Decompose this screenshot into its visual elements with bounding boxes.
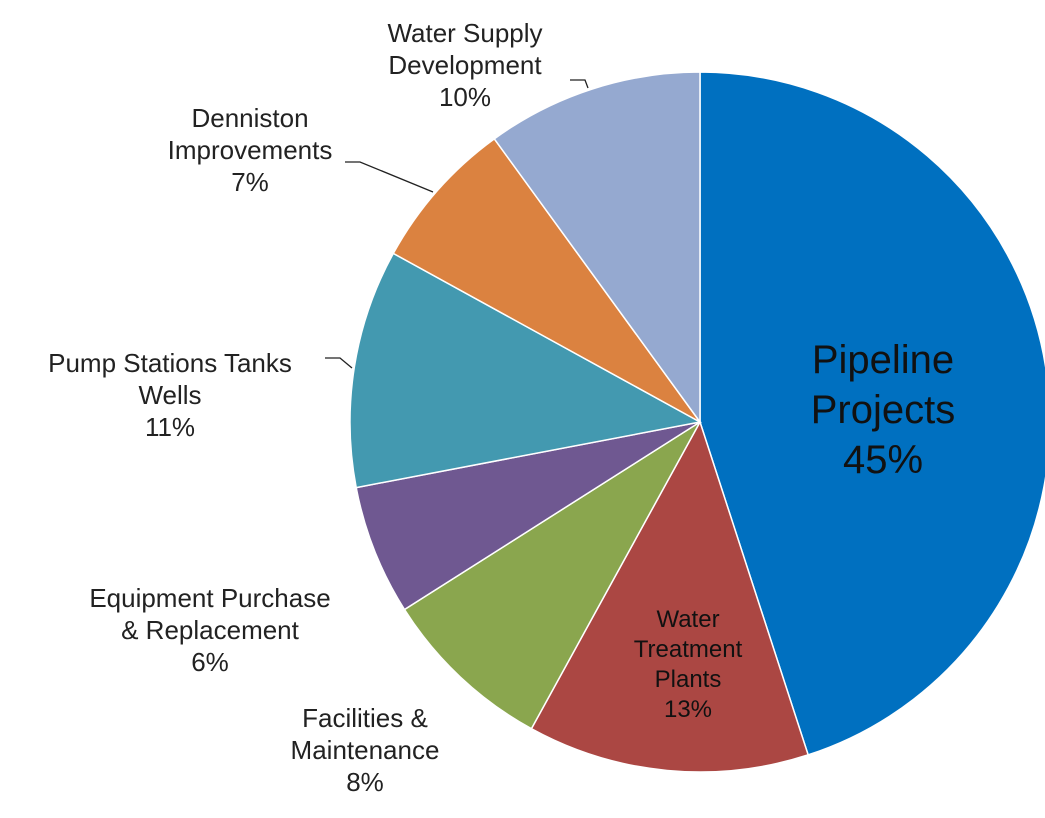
- category-label: Denniston Improvements: [167, 103, 333, 165]
- leader-line: [570, 79, 589, 89]
- value-label: 8%: [346, 767, 384, 797]
- pie-slice: [349, 252, 703, 489]
- value-label: 45%: [842, 438, 924, 482]
- category-label: Pump Stations Tanks Wells: [48, 348, 292, 410]
- slice-label: Water Treatment Plants 13%: [618, 605, 758, 725]
- slices: [349, 71, 1045, 773]
- leader-line: [345, 161, 434, 193]
- category-label: Pipeline Projects: [810, 338, 956, 432]
- leader-line: [325, 357, 353, 369]
- pie-slice: [392, 137, 701, 423]
- pie-slice: [699, 71, 1045, 756]
- value-label: 11%: [144, 412, 196, 442]
- slice-label: Pump Stations Tanks Wells 11%: [25, 347, 315, 443]
- pie-slice: [530, 420, 810, 773]
- value-label: 10%: [438, 82, 492, 112]
- slice-label: Water Supply Development 10%: [378, 17, 553, 113]
- category-label: Water Treatment Plants: [633, 606, 743, 693]
- value-label: 7%: [231, 167, 269, 197]
- slice-label: Facilities & Maintenance 8%: [255, 702, 475, 798]
- pie-slice: [493, 71, 701, 425]
- value-label: 13%: [663, 696, 713, 723]
- slice-label: Pipeline Projects 45%: [778, 335, 988, 485]
- slice-label: Equipment Purchase & Replacement 6%: [80, 582, 340, 678]
- pie-slice: [403, 421, 701, 730]
- category-label: Water Supply Development: [387, 18, 543, 80]
- slice-label: Denniston Improvements 7%: [158, 102, 343, 198]
- category-label: Facilities & Maintenance: [290, 703, 440, 765]
- category-label: Equipment Purchase & Replacement: [89, 583, 331, 645]
- pie-slice: [355, 421, 701, 611]
- value-label: 6%: [191, 647, 229, 677]
